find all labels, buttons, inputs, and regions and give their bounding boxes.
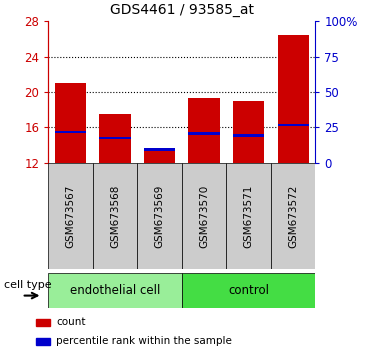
Bar (55, 83, 86, 163)
Bar (144, 148, 175, 151)
Text: GSM673571: GSM673571 (244, 184, 253, 248)
Bar (48, 273, 182, 308)
Bar (271, 163, 315, 269)
Bar (99, 137, 131, 139)
Bar (93, 163, 137, 269)
Text: GSM673568: GSM673568 (110, 184, 120, 248)
Bar (36, 338, 50, 345)
Text: endothelial cell: endothelial cell (70, 284, 160, 297)
Text: GSM673570: GSM673570 (199, 184, 209, 247)
Bar (99, 114, 131, 163)
Title: GDS4461 / 93585_at: GDS4461 / 93585_at (110, 4, 254, 17)
Text: GSM673569: GSM673569 (155, 184, 164, 248)
Bar (278, 34, 309, 163)
Bar (182, 163, 226, 269)
Text: cell type: cell type (4, 280, 52, 290)
Text: GSM673567: GSM673567 (66, 184, 75, 248)
Text: GSM673572: GSM673572 (288, 184, 298, 248)
Bar (48, 163, 93, 269)
Bar (233, 101, 264, 163)
Bar (278, 124, 309, 126)
Text: control: control (228, 284, 269, 297)
Bar (226, 163, 271, 269)
Bar (233, 134, 264, 137)
Bar (55, 131, 86, 133)
Bar (188, 132, 220, 135)
Bar (137, 163, 182, 269)
Text: count: count (56, 318, 86, 327)
Bar (188, 98, 220, 163)
Bar (36, 319, 50, 326)
Bar (182, 273, 315, 308)
Text: percentile rank within the sample: percentile rank within the sample (56, 336, 232, 346)
Bar (144, 152, 175, 163)
